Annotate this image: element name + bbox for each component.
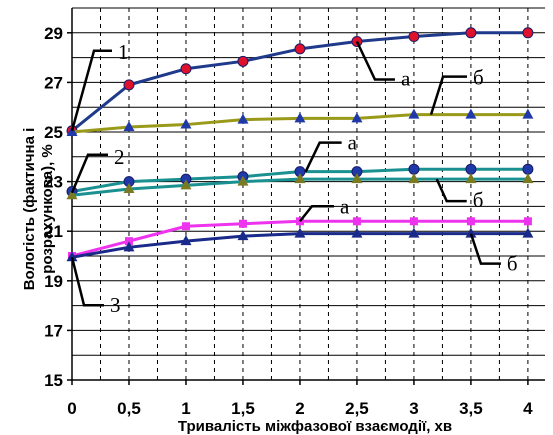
- annotation-leader: [298, 205, 334, 223]
- y-tick-label: 25: [44, 123, 63, 142]
- data-point: [294, 227, 306, 238]
- data-point: [180, 118, 192, 129]
- x-tick-label: 1: [181, 399, 190, 418]
- data-point: [294, 43, 306, 55]
- data-point: [465, 227, 477, 238]
- annotation-leader: [70, 153, 108, 194]
- y-tick-label: 15: [44, 371, 63, 390]
- data-point: [237, 113, 249, 124]
- data-point: [180, 235, 192, 246]
- y-tick-label: 29: [44, 24, 63, 43]
- annotation-label: б: [473, 66, 484, 90]
- annotation-leader: [435, 178, 467, 203]
- data-point: [522, 108, 534, 119]
- x-tick-label: 0: [67, 399, 76, 418]
- annotation-label: б: [507, 252, 518, 276]
- data-point: [123, 79, 135, 91]
- data-point: [351, 227, 363, 238]
- x-tick-label: 1,5: [231, 399, 255, 418]
- data-point: [180, 179, 192, 190]
- annotation-leader: [70, 49, 112, 132]
- data-point: [66, 251, 78, 262]
- series-group: [66, 27, 534, 262]
- data-point: [465, 27, 477, 39]
- annotation-label: а: [340, 194, 350, 218]
- data-point: [352, 217, 361, 226]
- annotation-leader: [70, 256, 104, 307]
- data-point: [351, 173, 363, 184]
- data-point: [408, 173, 420, 184]
- data-point: [522, 27, 534, 39]
- data-point: [294, 112, 306, 123]
- data-point: [66, 126, 78, 136]
- x-tick-label: 0,5: [117, 399, 141, 418]
- data-point: [522, 173, 534, 184]
- data-point: [238, 219, 247, 228]
- data-point: [522, 227, 534, 238]
- annotation-leader: [429, 75, 468, 116]
- x-axis-title: Тривалість міжфазової взаємодії, хв: [178, 418, 452, 435]
- data-point: [408, 31, 420, 43]
- x-tick-label: 2,5: [345, 399, 369, 418]
- y-tick-label: 23: [44, 173, 63, 192]
- x-tick-label: 3: [409, 399, 418, 418]
- y-axis-title: Вологість (фактична і розрахункова), %: [21, 128, 56, 291]
- data-point: [408, 163, 420, 175]
- y-axis-title-line-2: розрахункова), %: [39, 144, 56, 274]
- data-point: [180, 63, 192, 75]
- data-point: [351, 112, 363, 123]
- annotation-leader: [304, 141, 342, 173]
- data-point: [523, 217, 532, 226]
- y-tick-label: 19: [44, 272, 63, 291]
- data-point: [465, 108, 477, 119]
- x-tick-label: 2: [295, 399, 304, 418]
- data-point: [408, 108, 420, 119]
- data-point: [465, 173, 477, 184]
- x-tick-label: 4: [523, 399, 533, 418]
- data-point: [237, 55, 249, 67]
- annotation-leader: [469, 233, 501, 265]
- data-point: [123, 183, 135, 194]
- data-point: [522, 163, 534, 175]
- data-point: [465, 163, 477, 175]
- annotation-label: 2: [114, 145, 125, 169]
- y-tick-label: 21: [44, 222, 63, 241]
- annotations: 1 а б 2 а б а б 3: [70, 40, 518, 317]
- annotation-label: а: [348, 131, 358, 155]
- data-point: [124, 237, 133, 246]
- y-tick-label: 17: [44, 321, 63, 340]
- data-point: [66, 189, 78, 200]
- data-point: [466, 217, 475, 226]
- data-point: [409, 217, 418, 226]
- x-tick-label: 3,5: [459, 399, 483, 418]
- data-point: [294, 173, 306, 184]
- annotation-leader: [355, 40, 395, 81]
- data-point: [123, 241, 135, 252]
- y-axis-title-line-1: Вологість (фактична і: [21, 128, 38, 291]
- data-point: [237, 175, 249, 186]
- annotation-label: 1: [118, 40, 129, 64]
- data-point: [408, 227, 420, 238]
- grid: [72, 7, 545, 381]
- data-point: [181, 222, 190, 231]
- annotation-label: б: [473, 188, 484, 212]
- data-point: [123, 121, 135, 132]
- data-point: [237, 230, 249, 241]
- y-tick-label: 27: [44, 73, 63, 92]
- annotation-label: 3: [110, 293, 121, 317]
- annotation-label: а: [401, 66, 411, 90]
